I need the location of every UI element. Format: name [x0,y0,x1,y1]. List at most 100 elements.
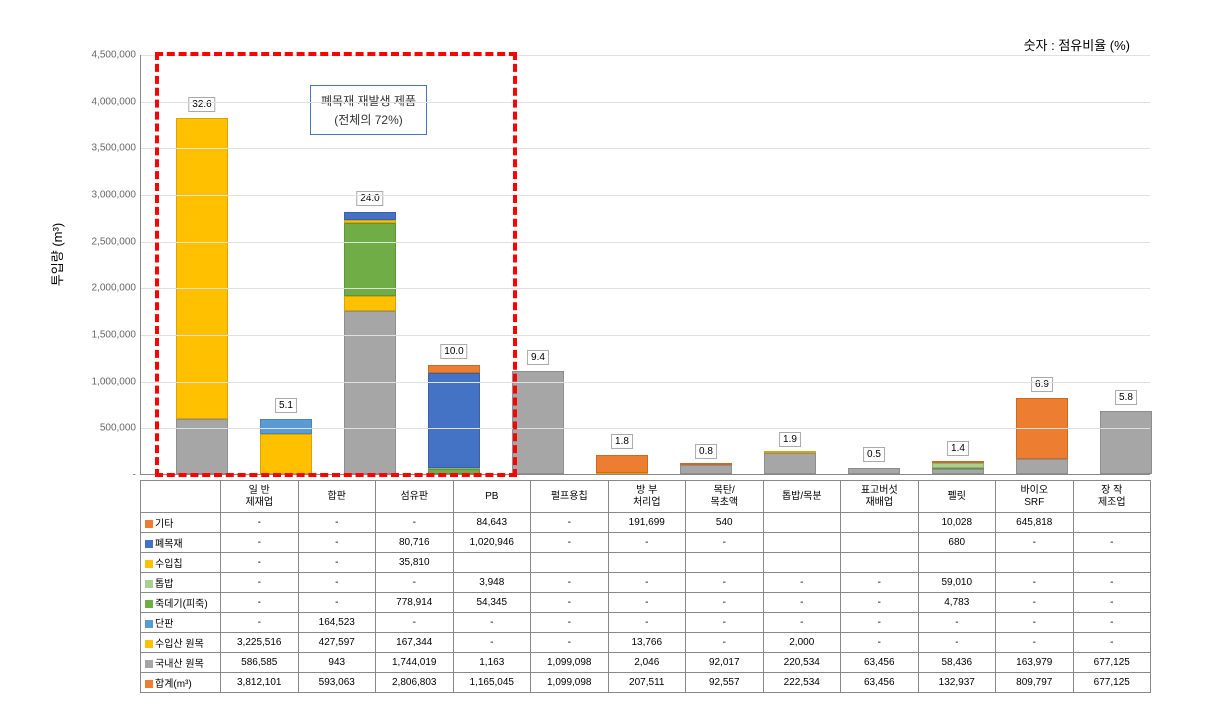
row-header-label: 국내산 원목 [155,659,204,670]
column-header: 펄프용칩 [531,481,609,513]
table-cell: 586,585 [221,653,299,673]
column-header: 톱밥/목분 [763,481,841,513]
table-cell: 1,165,045 [453,673,531,693]
bar-segment [932,463,984,469]
table-cell: 1,020,946 [453,533,531,553]
grid-line [141,195,1150,196]
table-cell: 132,937 [918,673,996,693]
table-body: 기타---84,643-191,69954010,028645,818폐목재--… [141,513,1151,693]
table-cell: - [841,573,919,593]
grid-line [141,288,1150,289]
table-cell: 645,818 [996,513,1074,533]
table-cell: 164,523 [298,613,376,633]
row-header-label: 단판 [155,619,173,630]
table-cell: 4,783 [918,593,996,613]
y-tick-label: 1,500,000 [92,330,137,341]
table-row: 합계(m³)3,812,101593,0632,806,8031,165,045… [141,673,1151,693]
table-cell: - [608,533,686,553]
table-cell: - [686,633,764,653]
bar-segment [428,469,480,474]
table-row: 국내산 원목586,5859431,744,0191,1631,099,0982… [141,653,1151,673]
y-tick-label: 2,500,000 [92,236,137,247]
row-header-label: 폐목재 [155,539,183,550]
table-cell: 3,812,101 [221,673,299,693]
column-header: 장 작제조업 [1073,481,1151,513]
series-marker [145,540,153,548]
table-cell: 163,979 [996,653,1074,673]
table-cell [453,553,531,573]
table-row: 기타---84,643-191,69954010,028645,818 [141,513,1151,533]
table-cell: 92,017 [686,653,764,673]
y-tick-label: 2,000,000 [92,283,137,294]
grid-line [141,102,1150,103]
table-cell: - [531,593,609,613]
table-cell: - [531,533,609,553]
bar-value-label: 10.0 [440,344,467,359]
data-table: 일 반제재업합판섬유판PB펄프용칩방 부처리업목탄/목초액톱밥/목분표고버섯재배… [140,480,1151,693]
row-header-label: 톱밥 [155,579,173,590]
bar-segment [1016,459,1068,474]
table-cell: - [608,593,686,613]
column-header: PB [453,481,531,513]
table-cell: 63,456 [841,673,919,693]
y-tick-label: - [133,470,136,481]
table-cell: 3,948 [453,573,531,593]
bar-value-label: 1.8 [611,434,633,449]
table-cell: - [763,593,841,613]
row-header: 수입칩 [141,553,221,573]
series-marker [145,680,153,688]
bar-segment [344,212,396,220]
row-header-label: 합계(m³) [155,679,192,690]
bar-segment [428,365,480,373]
table-cell: 427,597 [298,633,376,653]
series-marker [145,640,153,648]
table-cell: - [531,513,609,533]
table-cell: 1,099,098 [531,673,609,693]
table-cell: 1,744,019 [376,653,454,673]
table-cell [996,553,1074,573]
table-cell: - [221,533,299,553]
table-cell: - [608,573,686,593]
bar-value-label: 9.4 [527,350,549,365]
table-cell: - [996,573,1074,593]
table-cell: 1,163 [453,653,531,673]
table-row: 수입칩--35,810 [141,553,1151,573]
table-cell: - [1073,633,1151,653]
bar-segment [932,461,984,463]
table-cell: - [686,533,764,553]
table-cell: - [996,593,1074,613]
table-cell [686,553,764,573]
bar-segment [680,465,732,474]
row-header-label: 수입칩 [155,559,183,570]
table-cell [841,553,919,573]
series-marker [145,660,153,668]
y-tick-label: 3,500,000 [92,143,137,154]
table-cell: 2,806,803 [376,673,454,693]
bar-segment [344,296,396,312]
column-header: 펠릿 [918,481,996,513]
bar-segment [176,118,228,419]
grid-line [141,382,1150,383]
table-cell: 1,099,098 [531,653,609,673]
table-cell [608,553,686,573]
series-marker [145,580,153,588]
series-marker [145,620,153,628]
table-cell [841,533,919,553]
table-cell: 63,456 [841,653,919,673]
table-cell: 2,000 [763,633,841,653]
table-cell: - [996,533,1074,553]
series-marker [145,520,153,528]
table-cell: 222,534 [763,673,841,693]
table-cell [841,513,919,533]
column-header: 표고버섯재배업 [841,481,919,513]
table-cell: - [608,613,686,633]
table-cell: - [376,573,454,593]
table-cell: 54,345 [453,593,531,613]
table-cell: 778,914 [376,593,454,613]
table-cell: 10,028 [918,513,996,533]
row-header-label: 기타 [155,519,173,530]
bar-segment [932,469,984,474]
bar-segment [764,453,816,474]
bar-segment [1100,411,1152,474]
y-tick-label: 1,000,000 [92,376,137,387]
